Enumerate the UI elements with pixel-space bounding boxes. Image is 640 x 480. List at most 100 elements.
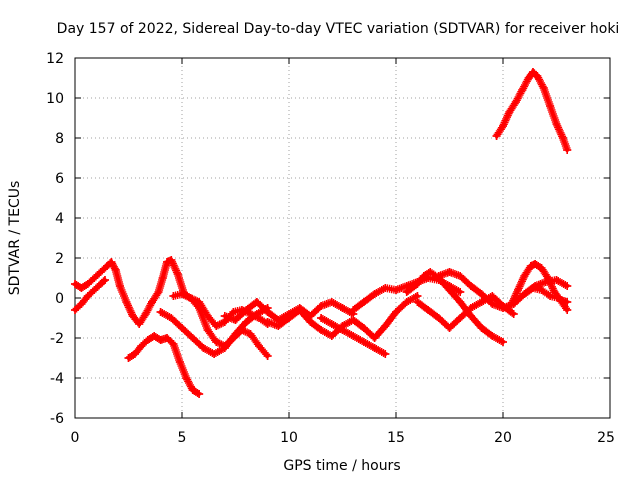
data-point	[546, 102, 555, 110]
data-point	[327, 298, 336, 306]
data-point	[148, 298, 157, 306]
data-point	[507, 300, 516, 308]
y-tick-label-4: 4	[55, 211, 64, 227]
y-tick-label-0: 0	[55, 291, 64, 307]
y-tick-label-neg4: -4	[50, 371, 64, 387]
data-point	[246, 330, 255, 338]
data-point	[518, 86, 527, 94]
data-point	[252, 310, 261, 318]
data-point	[537, 264, 546, 272]
data-point	[488, 292, 497, 300]
data-point	[167, 256, 176, 264]
data-point	[539, 84, 548, 92]
data-point	[212, 338, 221, 346]
data-point	[182, 374, 191, 382]
data-point	[477, 290, 486, 298]
data-point	[513, 286, 522, 294]
data-point	[488, 332, 497, 340]
series-track-k	[402, 268, 507, 346]
data-point	[212, 322, 221, 330]
data-point	[477, 324, 486, 332]
data-point	[122, 298, 131, 306]
data-point	[509, 310, 518, 318]
data-point	[524, 74, 533, 82]
data-point	[137, 342, 146, 350]
data-point	[426, 268, 435, 276]
data-point	[499, 338, 507, 346]
data-point	[499, 122, 507, 130]
data-point	[526, 262, 535, 270]
data-point	[563, 306, 572, 314]
x-tick-label-20: 20	[494, 430, 512, 446]
data-point	[402, 298, 411, 306]
y-ticks	[75, 57, 610, 419]
data-point	[90, 274, 99, 282]
data-point	[370, 290, 379, 298]
data-point	[203, 326, 212, 334]
x-ticks	[74, 58, 611, 418]
x-tick-label-25: 25	[597, 430, 615, 446]
data-point	[210, 350, 219, 358]
data-point	[370, 334, 379, 342]
data-point	[111, 266, 120, 274]
data-point	[413, 280, 422, 288]
data-point	[169, 340, 178, 348]
data-point	[434, 272, 443, 280]
data-point	[242, 318, 251, 326]
data-point	[554, 294, 563, 302]
data-point	[488, 300, 497, 308]
y-axis-title: SDTVAR / TECUs	[7, 181, 23, 296]
data-point	[220, 312, 229, 320]
data-point	[466, 312, 475, 320]
data-point	[359, 324, 368, 332]
data-point	[338, 304, 347, 312]
data-point	[511, 98, 520, 106]
data-point	[419, 272, 428, 280]
data-point	[154, 288, 163, 296]
data-point	[188, 386, 197, 394]
data-point	[263, 308, 272, 316]
plot-frame	[74, 57, 611, 419]
data-point	[533, 72, 542, 80]
data-point	[186, 294, 195, 302]
data-point	[392, 308, 400, 316]
data-point	[263, 352, 272, 360]
data-point	[434, 314, 443, 322]
x-tick-label-5: 5	[178, 430, 187, 446]
data-point	[103, 262, 112, 270]
data-point	[528, 68, 537, 76]
data-point	[563, 282, 572, 290]
data-point	[543, 274, 552, 282]
data-point	[563, 146, 572, 154]
series-track-b	[71, 276, 109, 314]
data-point	[195, 304, 204, 312]
x-tick-label-10: 10	[280, 430, 298, 446]
data-point	[381, 284, 390, 292]
data-point	[199, 344, 208, 352]
data-point	[229, 308, 238, 316]
data-point	[520, 290, 529, 298]
data-point	[349, 316, 358, 324]
data-point	[77, 284, 86, 292]
data-point	[381, 350, 390, 358]
y-tick-label-6: 6	[55, 171, 64, 187]
data-point	[466, 304, 475, 312]
series-track-h	[263, 292, 422, 342]
data-point	[231, 330, 240, 338]
data-point	[492, 132, 501, 140]
y-tick-label-2: 2	[55, 251, 64, 267]
y-tick-label-neg6: -6	[50, 411, 64, 427]
data-point	[546, 292, 555, 300]
data-point	[141, 310, 150, 318]
series-markers-track-c	[124, 332, 204, 398]
series-track-p	[492, 68, 572, 154]
data-point	[359, 338, 368, 346]
data-point	[381, 322, 390, 330]
data-point	[124, 354, 133, 362]
data-point	[456, 272, 465, 280]
data-point	[178, 290, 186, 298]
data-point	[306, 318, 315, 326]
grid	[75, 58, 610, 418]
data-point	[402, 288, 411, 296]
series-track-o	[520, 284, 572, 314]
